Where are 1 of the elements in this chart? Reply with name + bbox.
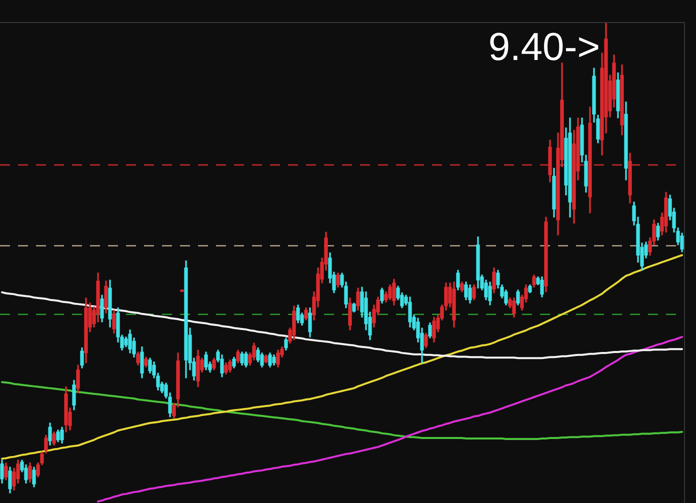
annotation: 9.40-> bbox=[488, 26, 600, 69]
